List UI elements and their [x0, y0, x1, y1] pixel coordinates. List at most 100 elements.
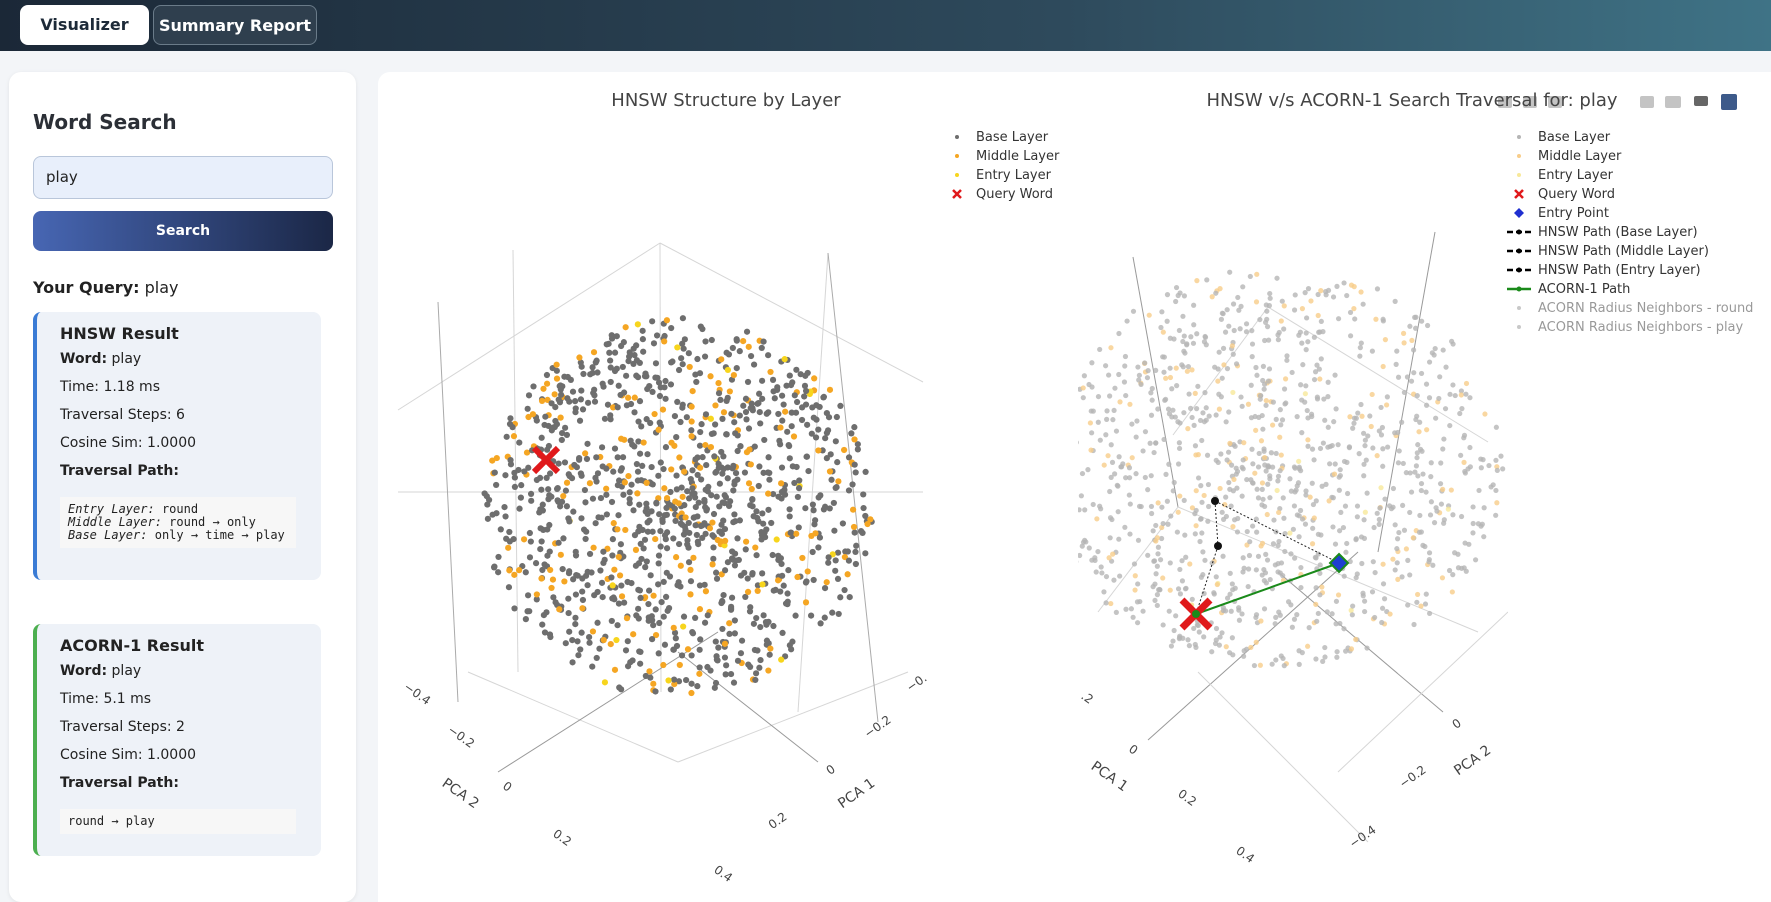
- scatter-point: [543, 371, 551, 379]
- scatter-point: [635, 418, 642, 425]
- scatter-point: [1463, 391, 1469, 397]
- scatter-point: [1302, 391, 1308, 397]
- scatter-point: [724, 475, 731, 482]
- tab[interactable]: Summary Report: [153, 5, 317, 45]
- scatter-point: [616, 477, 623, 484]
- scatter-point: [1238, 303, 1244, 309]
- scatter-point: [664, 529, 671, 536]
- scatter-point: [1359, 413, 1365, 419]
- scatter-point: [732, 469, 740, 477]
- scatter-point: [810, 507, 817, 514]
- scatter-point: [747, 663, 754, 670]
- scatter-point: [812, 434, 820, 441]
- scatter-point: [1422, 601, 1429, 607]
- scatter-point: [1427, 610, 1433, 617]
- scatter-point: [1188, 405, 1194, 411]
- scatter-point: [1104, 416, 1110, 422]
- scatter-point: [1045, 436, 1050, 441]
- scatter-point: [1374, 286, 1381, 292]
- scatter-point: [594, 619, 601, 626]
- scatter-point: [1361, 517, 1367, 523]
- search-input[interactable]: play: [33, 156, 333, 199]
- query-marker: [531, 445, 561, 475]
- scatter-point: [1247, 273, 1253, 280]
- scatter-point: [657, 527, 664, 535]
- scatter-point: [1149, 385, 1155, 392]
- result-card: ACORN-1 Result Word: play Time: 5.1 ms Trav…: [33, 624, 321, 856]
- scatter-point: [1218, 316, 1225, 322]
- scatter-point: [742, 408, 750, 416]
- scatter-point: [1229, 343, 1235, 349]
- scatter-point: [854, 446, 861, 453]
- scatter-point: [1255, 464, 1262, 470]
- scatter-point: [718, 571, 725, 578]
- scatter-point: [1090, 501, 1096, 508]
- scatter-point: [1418, 603, 1424, 609]
- scatter-point: [481, 490, 488, 497]
- scatter-point: [580, 370, 587, 378]
- scatter-point: [527, 538, 534, 545]
- scatter-point: [779, 417, 786, 424]
- modebar[interactable]: [1498, 94, 1737, 110]
- scatter-point: [1382, 496, 1388, 502]
- scatter-left: [481, 315, 875, 697]
- scatter-point: [824, 427, 832, 434]
- scatter-point: [572, 621, 579, 628]
- scatter-point: [1124, 318, 1130, 324]
- scatter-point: [727, 605, 735, 612]
- scatter-point: [1350, 425, 1356, 431]
- scatter-point: [1273, 657, 1279, 663]
- scatter-point: [707, 443, 715, 451]
- scatter-point: [789, 379, 796, 386]
- scatter-point: [1281, 663, 1287, 669]
- scatter-point: [730, 679, 738, 686]
- scatter-point: [845, 487, 853, 494]
- scatter-point: [1322, 644, 1328, 651]
- scatter-point: [1458, 392, 1464, 398]
- scatter-point: [808, 612, 815, 619]
- scatter-point: [837, 402, 844, 410]
- scatter-point: [638, 477, 645, 484]
- scatter-point: [748, 485, 755, 493]
- scatter-point: [559, 383, 566, 390]
- scatter-point: [715, 460, 722, 468]
- scatter-point: [1354, 514, 1360, 520]
- scatter-point: [774, 577, 782, 584]
- scatter-point: [1067, 540, 1072, 545]
- scatter-point: [786, 513, 793, 520]
- scatter-point: [1362, 437, 1368, 443]
- scatter-point: [1043, 481, 1048, 486]
- scatter-point: [1170, 638, 1176, 644]
- scatter-point: [791, 479, 798, 487]
- scatter-point: [516, 439, 523, 446]
- scatter-point: [1470, 530, 1476, 536]
- scatter-point: [609, 552, 616, 559]
- scatter-point: [533, 596, 540, 603]
- scatter-point: [1159, 535, 1165, 542]
- scatter-point: [663, 569, 670, 576]
- scatter-point: [1291, 503, 1298, 509]
- scatter-point: [619, 363, 626, 371]
- scatter-point: [1226, 323, 1232, 329]
- scatter-point: [1243, 329, 1250, 335]
- scatter-point: [1357, 345, 1363, 351]
- scatter-point: [1270, 422, 1276, 428]
- scatter-point: [689, 467, 696, 474]
- scatter-point: [1463, 568, 1469, 574]
- scatter-point: [597, 567, 604, 574]
- field-label: Traversal Path:: [60, 775, 179, 791]
- scatter-point: [742, 395, 750, 402]
- scatter-point: [545, 422, 552, 430]
- scatter-point: [792, 612, 799, 619]
- scatter-point: [1157, 557, 1164, 563]
- scatter-point: [655, 426, 662, 433]
- scatter-point: [734, 447, 741, 455]
- tab[interactable]: Visualizer: [20, 5, 149, 45]
- search-button[interactable]: Search: [33, 211, 333, 251]
- scatter-point: [1302, 290, 1308, 296]
- scatter-point: [646, 668, 653, 675]
- scatter-point: [1163, 375, 1169, 381]
- scatter-point: [1220, 553, 1226, 559]
- scatter-point: [1223, 513, 1229, 520]
- scatter-point: [652, 631, 660, 639]
